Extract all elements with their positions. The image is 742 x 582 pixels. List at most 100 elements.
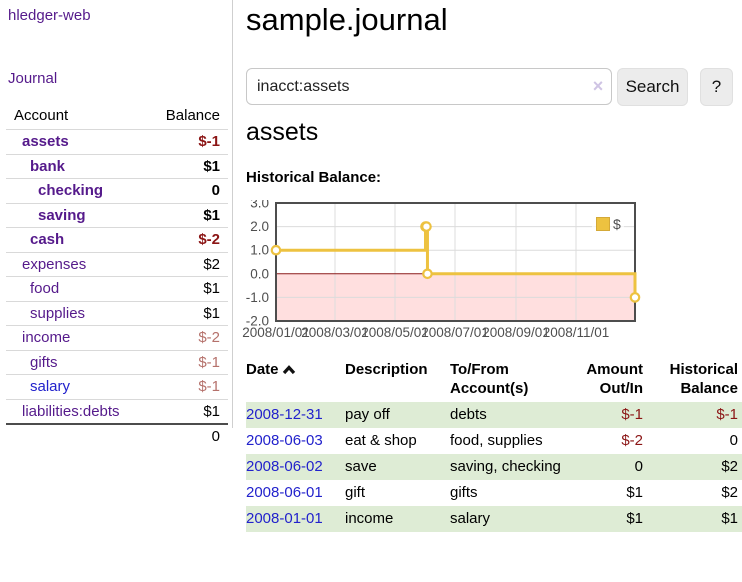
accounts-total-spacer [6,424,147,449]
transaction-date-link[interactable]: 2008-01-01 [246,510,323,527]
transaction-date-link[interactable]: 2008-06-03 [246,432,323,449]
y-tick-label: 3.0 [250,200,269,211]
transaction-amount: $1 [626,484,643,501]
account-link-bank[interactable]: bank [30,157,66,175]
register-header-balance: Historical Balance [669,361,738,397]
y-tick-label: 0.0 [250,266,269,281]
transaction-description: eat & shop [345,432,417,449]
data-point [629,292,641,303]
search-button[interactable]: Search [617,68,688,106]
accounts-header-balance: Balance [165,107,220,124]
y-tick-label: -2.0 [246,314,269,329]
y-tick-label: 1.0 [250,243,269,258]
account-link-food[interactable]: food [30,280,60,297]
account-balance: 0 [211,182,220,199]
account-balance: $1 [203,280,220,297]
data-point [270,244,282,256]
register-header-date-label: Date [246,361,279,378]
register-header-accounts: To/From Account(s) [450,361,529,397]
register-table: Date Description To/From Account(s) Amou… [246,361,742,532]
account-row: bank $1 [6,154,228,179]
account-balance: $-1 [198,353,220,371]
transaction-accounts: saving, checking [450,458,561,475]
x-tick-label: 2008/11/01 [543,325,610,340]
register-row: 2008-06-03 eat & shop food, supplies $-2 0 [246,428,742,454]
plot-border [275,202,636,322]
register-header-description: Description [345,361,428,378]
historical-balance-chart: 3.0 2.0 1.0 0.0 -1.0 -2.02008/01/012008/03/01… [242,200,641,340]
account-row: salary $-1 [6,374,228,400]
sidebar: hledger-web Journal Account Balance asse… [0,0,233,445]
account-link-cash[interactable]: cash [30,231,65,248]
account-link-salary[interactable]: salary [30,378,71,395]
x-tick-label: 2008/03/01 [301,325,369,340]
x-tick-label: 2008/05/01 [361,325,429,340]
register-row: 2008-06-01 gift gifts $1 $2 [246,480,742,506]
account-row: saving $1 [6,203,228,228]
account-balance: $1 [203,206,220,224]
account-balance: $1 [203,157,220,175]
account-row: cash $-2 [6,227,228,253]
transaction-accounts: salary [450,510,491,527]
account-balance: $1 [203,304,220,322]
accounts-header-row: Account Balance [6,103,228,130]
x-tick-label: 2008/01/01 [242,325,310,340]
account-row: expenses $2 [6,252,228,277]
transaction-accounts: debts [450,406,487,423]
help-button[interactable]: ? [700,68,733,106]
search-input[interactable] [246,68,612,105]
register-header-amount: Amount Out/In [586,361,643,397]
sidebar-item-journal[interactable]: Journal [8,70,58,87]
transaction-amount: 0 [634,458,643,475]
chart-label: Historical Balance: [246,169,382,186]
account-link-liabilities-debts[interactable]: liabilities:debts [22,402,120,420]
account-balance: $2 [203,255,220,273]
y-tick-label: 2.0 [250,219,269,234]
account-row: food $1 [6,276,228,302]
transaction-date-link[interactable]: 2008-06-01 [246,484,323,501]
transaction-balance: $2 [721,458,738,475]
register-header-date[interactable]: Date [246,361,345,402]
transaction-amount: $-1 [621,406,643,423]
account-link-assets[interactable]: assets [22,133,69,150]
y-tick-label: -1.0 [246,290,269,305]
clear-search-icon[interactable]: × [592,76,604,96]
x-tick-label: 2008/09/01 [482,325,550,340]
transaction-balance: 0 [729,432,738,449]
app-title-link[interactable]: hledger-web [8,7,91,24]
account-link-supplies[interactable]: supplies [30,304,86,322]
account-link-gifts[interactable]: gifts [30,353,58,371]
account-heading: assets [246,118,319,146]
account-link-checking[interactable]: checking [38,182,104,199]
register-header-row: Date Description To/From Account(s) Amou… [246,361,742,402]
accounts-total-row: 0 [6,424,228,449]
account-balance: $-2 [198,231,220,248]
transaction-amount: $1 [626,510,643,527]
account-link-saving[interactable]: saving [38,206,86,224]
transaction-date-link[interactable]: 2008-06-02 [246,458,323,475]
x-tick-label: 2008/07/01 [421,325,489,340]
register-row: 2008-12-31 pay off debts $-1 $-1 [246,402,742,428]
accounts-header-account: Account [14,107,69,124]
account-link-income[interactable]: income [22,329,71,346]
accounts-total-value: 0 [211,428,220,445]
account-balance: $-2 [198,329,220,346]
account-balance: $1 [203,402,220,420]
register-row: 2008-06-02 save saving, checking 0 $2 [246,454,742,480]
transaction-balance: $1 [721,510,738,527]
transaction-accounts: gifts [450,484,478,501]
account-link-expenses[interactable]: expenses [22,255,87,273]
transaction-balance: $-1 [716,406,738,423]
account-row: supplies $1 [6,301,228,326]
transaction-date-link[interactable]: 2008-12-31 [246,406,323,423]
transaction-amount: $-2 [621,432,643,449]
account-row: assets $-1 [6,129,228,155]
transaction-balance: $2 [721,484,738,501]
transaction-accounts: food, supplies [450,432,543,449]
account-row: liabilities:debts $1 [6,399,228,424]
legend-label: $ [613,216,621,232]
page-title: sample.journal [246,2,448,37]
transaction-description: save [345,458,377,475]
account-row: income $-2 [6,325,228,351]
